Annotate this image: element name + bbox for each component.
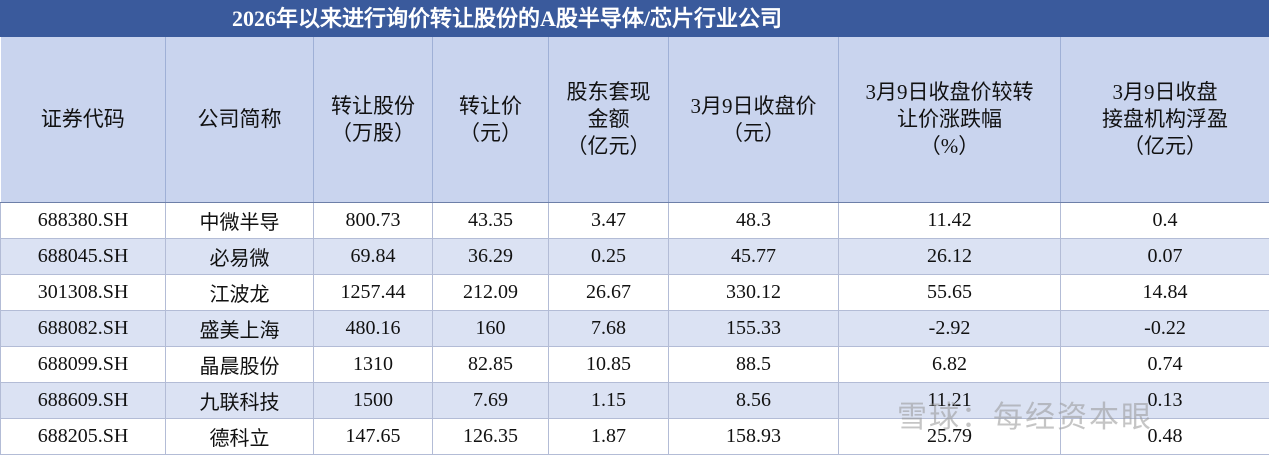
header-line: （亿元） <box>566 134 651 158</box>
table-cell: 43.35 <box>432 202 549 239</box>
header-cell: 转让股份 （万股） <box>313 37 433 203</box>
table-cell: 1500 <box>313 382 433 419</box>
table-cell: -0.22 <box>1060 310 1269 347</box>
header-line: 股东套现 <box>566 80 651 104</box>
header-line: （%） <box>919 134 980 158</box>
table-cell: 0.25 <box>548 238 669 275</box>
table-cell: 26.12 <box>838 238 1061 275</box>
table-row: 688609.SH 九联科技 1500 7.69 1.15 8.56 11.21 0.13 <box>0 382 1269 419</box>
header-line: 转让价 <box>459 93 522 118</box>
table-cell: 晶晨股份 <box>165 346 314 383</box>
header-line: 证券代码 <box>40 107 125 131</box>
table-cell: 0.07 <box>1060 238 1269 275</box>
table-cell: 48.3 <box>668 202 839 239</box>
table-cell: 126.35 <box>432 418 549 455</box>
table-cell: 688380.SH <box>0 202 166 239</box>
table-row: 688205.SH 德科立 147.65 126.35 1.87 158.93 25.79 0… <box>0 418 1269 455</box>
header-line: 3月9日收盘价较转 <box>865 80 1034 104</box>
header-cell: 3月9日收盘价 （元） <box>668 37 839 203</box>
table-cell: 36.29 <box>432 238 549 275</box>
table-row: 688380.SH 中微半导 800.73 43.35 3.47 48.3 11.42 0.4 <box>0 202 1269 239</box>
table-cell: 688205.SH <box>0 418 166 455</box>
table-cell: 0.13 <box>1060 382 1269 419</box>
header-line: 转让股份 <box>331 93 415 118</box>
header-cell: 转让价 （元） <box>432 37 549 203</box>
table-cell: 688609.SH <box>0 382 166 419</box>
table-row: 688099.SH 晶晨股份 1310 82.85 10.85 88.5 6.82 0.74 <box>0 346 1269 383</box>
table-body: 688380.SH 中微半导 800.73 43.35 3.47 48.3 11.42 0.4… <box>0 202 1269 455</box>
table-cell: 盛美上海 <box>165 310 314 347</box>
table-cell: 800.73 <box>313 202 433 239</box>
table-cell: 7.68 <box>548 310 669 347</box>
table-cell: 688045.SH <box>0 238 166 275</box>
table-cell: 55.65 <box>838 274 1061 311</box>
table-cell: 330.12 <box>668 274 839 311</box>
table-cell: 147.65 <box>313 418 433 455</box>
table-cell: 688099.SH <box>0 346 166 383</box>
table-cell: 必易微 <box>165 238 314 275</box>
table-cell: 88.5 <box>668 346 839 383</box>
table-cell: 1.87 <box>548 418 669 455</box>
table-cell: 212.09 <box>432 274 549 311</box>
table-cell: 25.79 <box>838 418 1061 455</box>
table-cell: 1310 <box>313 346 433 383</box>
table-cell: 0.74 <box>1060 346 1269 383</box>
table-cell: 160 <box>432 310 549 347</box>
table-cell: 0.4 <box>1060 202 1269 239</box>
table-cell: 7.69 <box>432 382 549 419</box>
table-row: 301308.SH 江波龙 1257.44 212.09 26.67 330.12 55.6… <box>0 274 1269 311</box>
table-cell: 688082.SH <box>0 310 166 347</box>
table-cell: 158.93 <box>668 418 839 455</box>
table-row: 688045.SH 必易微 69.84 36.29 0.25 45.77 26.12 0.07 <box>0 238 1269 275</box>
header-line: （万股） <box>331 120 415 145</box>
data-table: 证券代码 公司简称 转让股份 （万股） 转让价 （元） 股东套现 金额 （亿元） 3月9日收盘价（… <box>0 37 1269 455</box>
header-cell: 公司简称 <box>165 37 314 203</box>
table-cell: 6.82 <box>838 346 1061 383</box>
header-line: （元） <box>722 120 785 145</box>
table-cell: 14.84 <box>1060 274 1269 311</box>
table-cell: 3.47 <box>548 202 669 239</box>
header-line: （亿元） <box>1123 134 1207 158</box>
header-cell: 股东套现金额 （亿元） <box>548 37 669 203</box>
header-line: 3月9日收盘 <box>1112 80 1218 104</box>
watermark: 雪球：每经资本眼 <box>897 400 1153 435</box>
header-line: 公司简称 <box>197 107 282 131</box>
table-cell: 69.84 <box>313 238 433 275</box>
table-cell: 155.33 <box>668 310 839 347</box>
table-cell: 11.42 <box>838 202 1061 239</box>
header-cell: 证券代码 <box>0 37 166 203</box>
table-cell: 1257.44 <box>313 274 433 311</box>
table-cell: 1.15 <box>548 382 669 419</box>
table-title: 2026年以来进行询价转让股份的A股半导体/芯片行业公司 <box>0 0 1269 37</box>
table-cell: 德科立 <box>165 418 314 455</box>
header-cell: 3月9日收盘价较转 让价涨跌幅 （%） <box>838 37 1061 203</box>
table-cell: 480.16 <box>313 310 433 347</box>
table-cell: 11.21 <box>838 382 1061 419</box>
header-line: 3月9日收盘价 <box>690 93 817 118</box>
header-cell: 3月9日收盘 接盘机构浮盈 （亿元） <box>1060 37 1269 203</box>
table-cell: 10.85 <box>548 346 669 383</box>
table-cell: 8.56 <box>668 382 839 419</box>
table-cell: 中微半导 <box>165 202 314 239</box>
header-line: 金额 <box>587 107 630 131</box>
table-cell: -2.92 <box>838 310 1061 347</box>
header-line: （元） <box>459 120 522 145</box>
table-cell: 82.85 <box>432 346 549 383</box>
table-cell: 45.77 <box>668 238 839 275</box>
table-cell: 江波龙 <box>165 274 314 311</box>
table-cell: 301308.SH <box>0 274 166 311</box>
table-row: 688082.SH 盛美上海 480.16 160 7.68 155.33 -2.92 -0.… <box>0 310 1269 347</box>
table-cell: 26.67 <box>548 274 669 311</box>
header-row: 证券代码 公司简称 转让股份 （万股） 转让价 （元） 股东套现 金额 （亿元） 3月9日收盘价（… <box>0 37 1269 203</box>
header-line: 让价涨跌幅 <box>897 107 1002 131</box>
table-cell: 九联科技 <box>165 382 314 419</box>
header-line: 接盘机构浮盈 <box>1102 107 1228 131</box>
